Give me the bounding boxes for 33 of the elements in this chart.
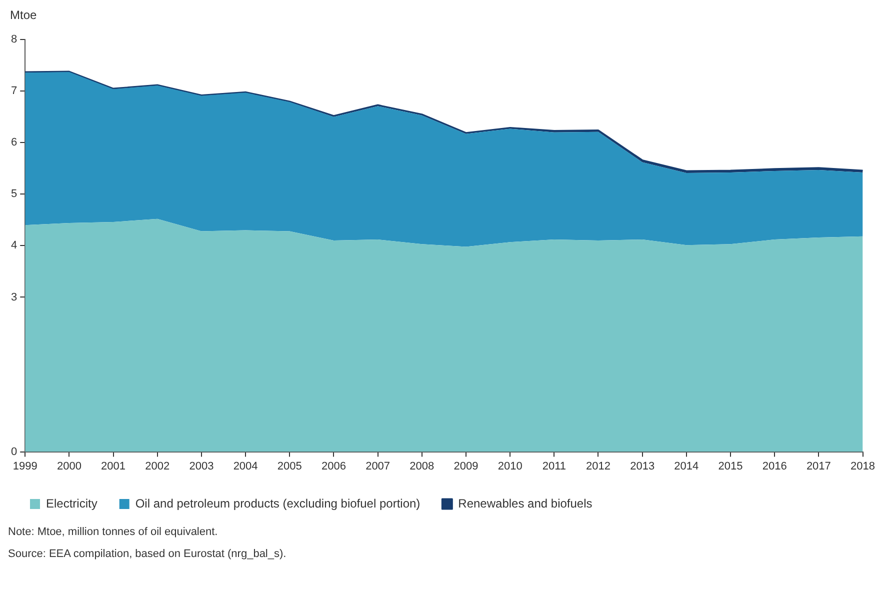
x-tick-label: 2005	[277, 460, 302, 472]
x-tick-label: 2013	[630, 460, 655, 472]
x-tick-label: 2014	[674, 460, 699, 472]
legend-label: Renewables and biofuels	[458, 496, 592, 510]
x-tick-label: 2004	[233, 460, 258, 472]
legend-label: Electricity	[46, 496, 98, 510]
x-tick-label: 2011	[542, 460, 566, 472]
x-tick-label: 2000	[56, 460, 82, 472]
source-note: Source: EEA compilation, based on Eurostat (nrg_bal_s).	[8, 548, 288, 560]
x-tick-label: 2003	[189, 460, 214, 472]
x-tick-label: 2009	[454, 460, 478, 472]
x-tick-label: 2007	[366, 460, 390, 472]
x-tick-label: 2010	[498, 460, 522, 472]
x-tick-label: 2016	[762, 460, 787, 472]
x-tick-label: 2017	[806, 460, 831, 472]
x-tick-label: 2008	[410, 460, 434, 472]
x-tick-label: 2006	[321, 460, 346, 472]
legend-label: Oil and petroleum products (excluding biofuel portion)	[135, 496, 420, 510]
x-tick-label: 2012	[586, 460, 610, 472]
y-tick-label: 7	[10, 85, 18, 98]
y-tick-label: 3	[10, 291, 18, 304]
y-tick-label: 0	[10, 446, 18, 458]
text: Note: Mtoe, million tonnes of oil equivalent.	[8, 526, 219, 538]
y-tick-label: 8	[10, 34, 18, 46]
y-tick-label: 4	[10, 240, 18, 252]
x-tick-label: 2015	[718, 460, 743, 472]
x-tick-label: 2002	[145, 460, 170, 472]
y-tick-label: 6	[10, 136, 18, 149]
y-axis-title: Mtoe	[9, 8, 38, 24]
x-tick-label: 1999	[12, 460, 38, 472]
x-tick-label: 2001	[101, 460, 126, 472]
y-tick-label: 5	[10, 188, 18, 200]
x-tick-label: 2018	[850, 460, 876, 472]
